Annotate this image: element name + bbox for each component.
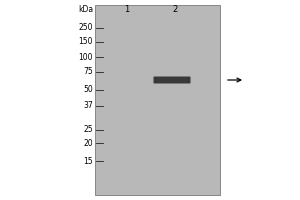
Text: kDa: kDa <box>78 5 93 15</box>
Text: 150: 150 <box>79 38 93 46</box>
Text: 75: 75 <box>83 68 93 76</box>
Text: 25: 25 <box>83 126 93 134</box>
Text: 20: 20 <box>83 138 93 148</box>
FancyBboxPatch shape <box>154 76 190 84</box>
Text: 2: 2 <box>172 5 178 15</box>
Text: 100: 100 <box>79 52 93 62</box>
Text: 15: 15 <box>83 156 93 166</box>
Text: 50: 50 <box>83 86 93 95</box>
Bar <box>95 5 220 195</box>
Text: 1: 1 <box>124 5 130 15</box>
Text: 37: 37 <box>83 102 93 110</box>
Text: 250: 250 <box>79 23 93 32</box>
